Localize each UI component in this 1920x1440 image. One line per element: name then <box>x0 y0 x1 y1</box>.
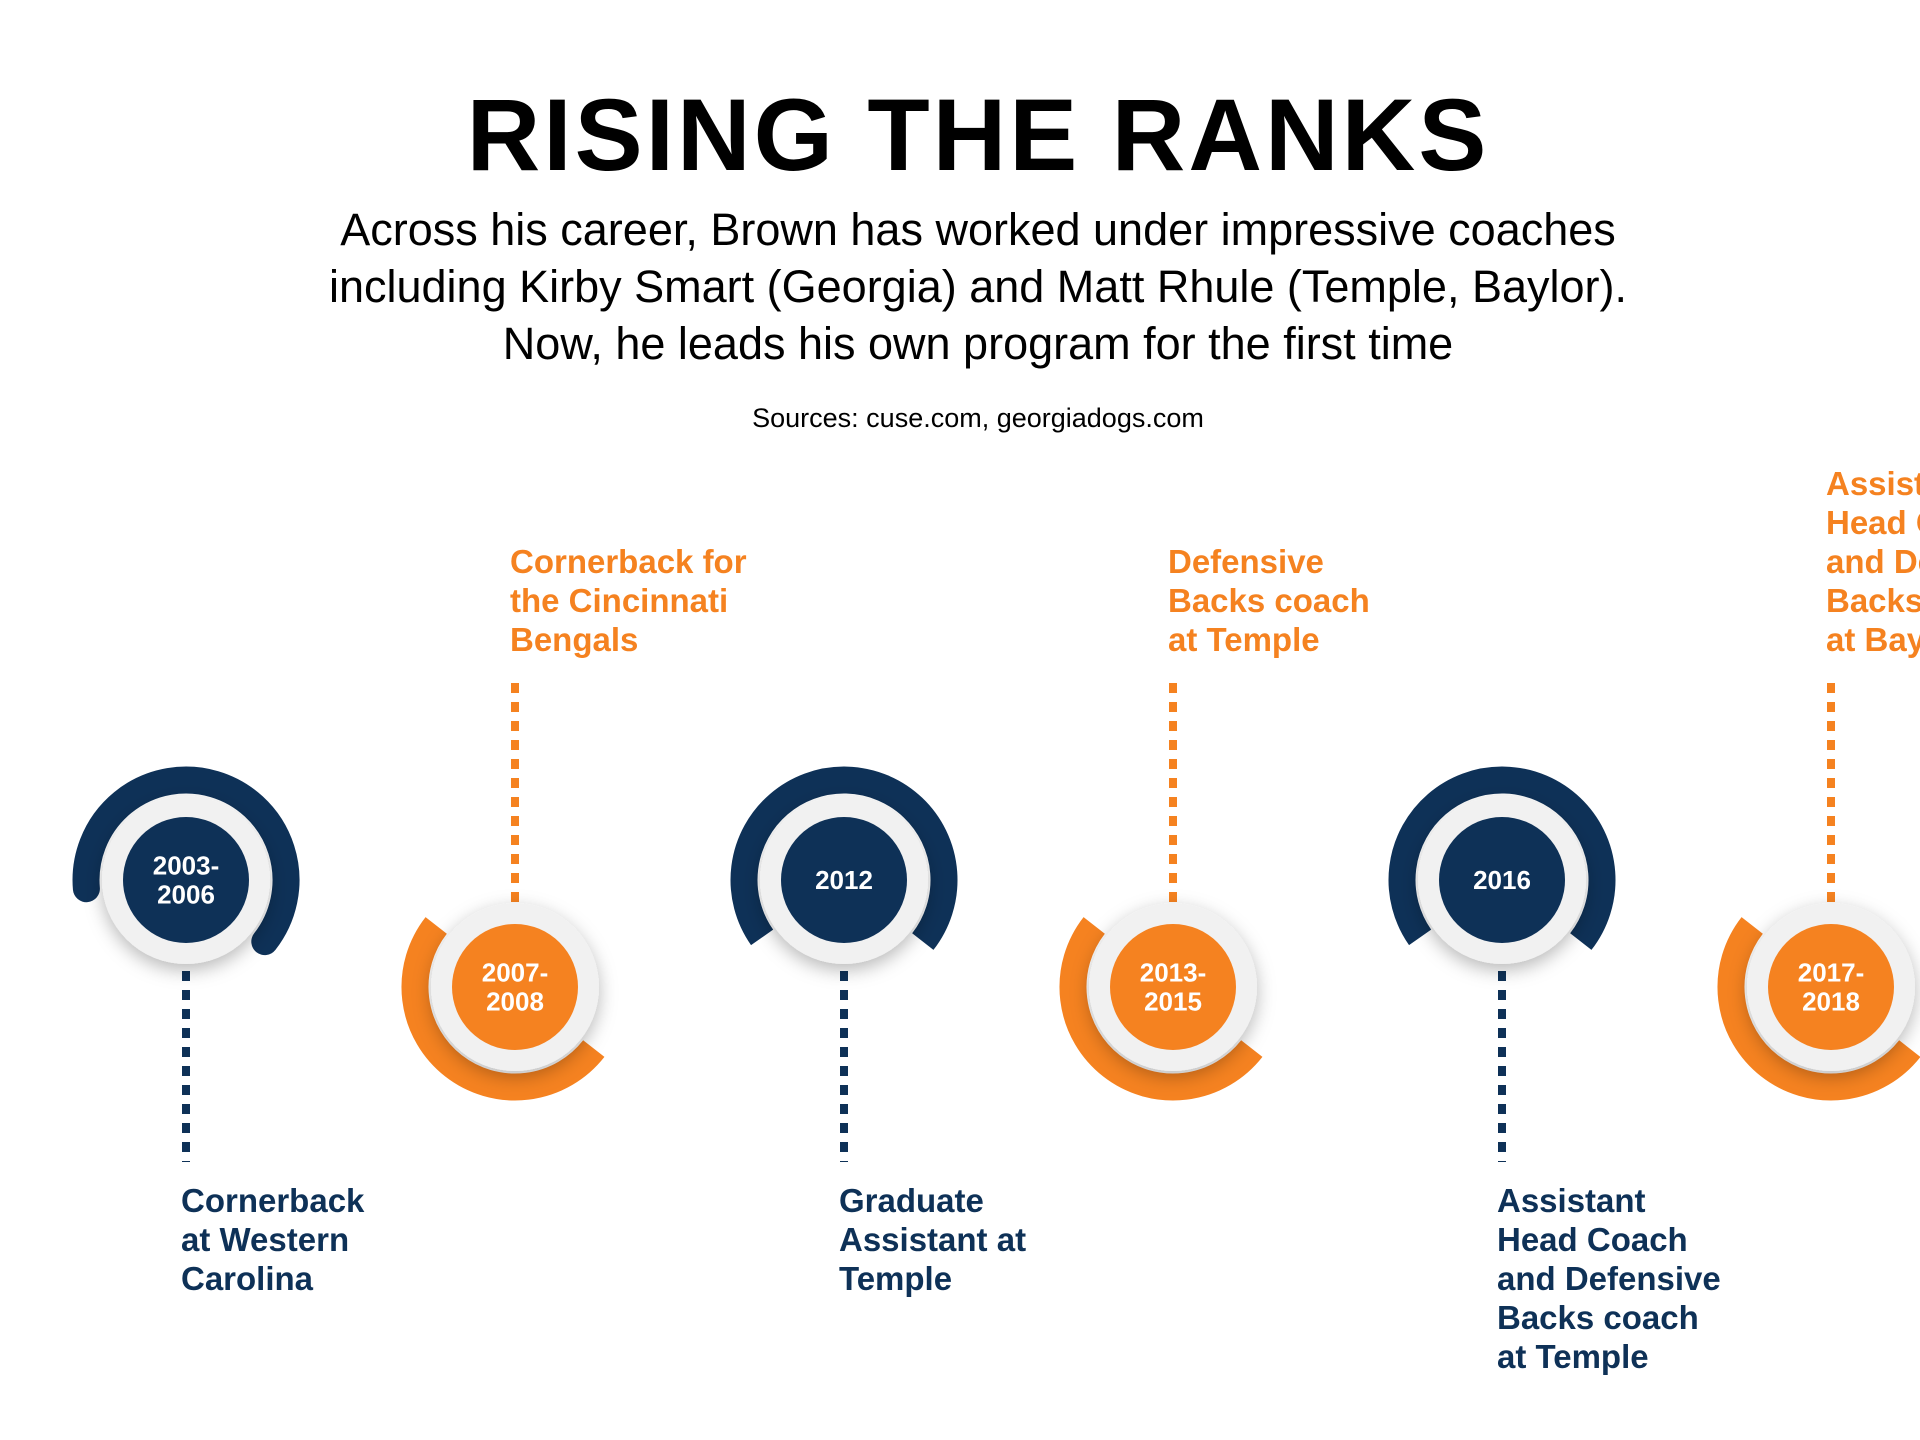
role-line: Bengals <box>510 621 638 658</box>
wave-arc-1 <box>401 917 605 1101</box>
wave-arc-4 <box>1388 766 1616 950</box>
role-line: Assistant at <box>839 1221 1026 1258</box>
role-line: Backs coach <box>1168 582 1370 619</box>
role-line: Graduate <box>839 1182 984 1219</box>
milestone-node: 2003-2006 <box>102 796 270 964</box>
node-dot <box>1110 924 1236 1050</box>
year-label: 2013- <box>1140 958 1207 988</box>
year-label: 2017- <box>1798 958 1865 988</box>
role-line: Backs coach <box>1497 1299 1699 1336</box>
subtitle-line-3: Now, he leads his own program for the fi… <box>503 318 1453 369</box>
role-line: Temple <box>839 1260 952 1297</box>
role-line: at Temple <box>1497 1338 1649 1375</box>
role-line: Carolina <box>181 1260 314 1297</box>
page-title: RISING THE RANKS <box>467 78 1490 192</box>
wave-arc-5 <box>1717 917 1920 1101</box>
milestone-node: 2012 <box>760 796 928 964</box>
year-label: 2012 <box>815 865 873 895</box>
milestone-node: 2013-2015 <box>1089 903 1257 1071</box>
year-label: 2008 <box>486 987 544 1017</box>
wave-arc-3 <box>1059 917 1263 1101</box>
role-line: at Western <box>181 1221 349 1258</box>
wave-arc-2 <box>730 766 958 950</box>
role-line: Head Coach <box>1497 1221 1688 1258</box>
subtitle-line-2: including Kirby Smart (Georgia) and Matt… <box>329 261 1627 312</box>
role-line: at Temple <box>1168 621 1320 658</box>
node-dot <box>452 924 578 1050</box>
year-label: 2015 <box>1144 987 1202 1017</box>
milestone-node: 2007-2008 <box>431 903 599 1071</box>
role-line: and Defensive <box>1497 1260 1721 1297</box>
role-line: Cornerback for <box>510 543 747 580</box>
node-dot <box>781 817 907 943</box>
milestone-node: 2017-2018 <box>1747 903 1915 1071</box>
role-line: Backs coach <box>1826 582 1920 619</box>
sources-note: Sources: cuse.com, georgiadogs.com <box>752 403 1204 433</box>
role-line: Head Coach <box>1826 504 1920 541</box>
year-label: 2018 <box>1802 987 1860 1017</box>
role-line: the Cincinnati <box>510 582 728 619</box>
year-label: 2007- <box>482 958 549 988</box>
year-label: 2016 <box>1473 865 1531 895</box>
subtitle-line-1: Across his career, Brown has worked unde… <box>340 204 1616 255</box>
role-line: Defensive <box>1168 543 1324 580</box>
timeline: 2003-2006 2007-2008 2012 2013-2015 2016 2017-… <box>72 465 1920 1375</box>
node-dot <box>123 817 249 943</box>
role-line: Assistant <box>1826 465 1920 502</box>
role-line: Assistant <box>1497 1182 1646 1219</box>
node-dot <box>1768 924 1894 1050</box>
header: RISING THE RANKS Across his career, Brow… <box>329 78 1627 433</box>
milestone-node: 2016 <box>1418 796 1586 964</box>
role-line: at Baylor <box>1826 621 1920 658</box>
role-line: and Defensive <box>1826 543 1920 580</box>
wave-arc-0 <box>72 766 300 956</box>
year-label: 2003- <box>153 851 220 881</box>
year-label: 2006 <box>157 880 215 910</box>
role-line: Cornerback <box>181 1182 365 1219</box>
node-dot <box>1439 817 1565 943</box>
